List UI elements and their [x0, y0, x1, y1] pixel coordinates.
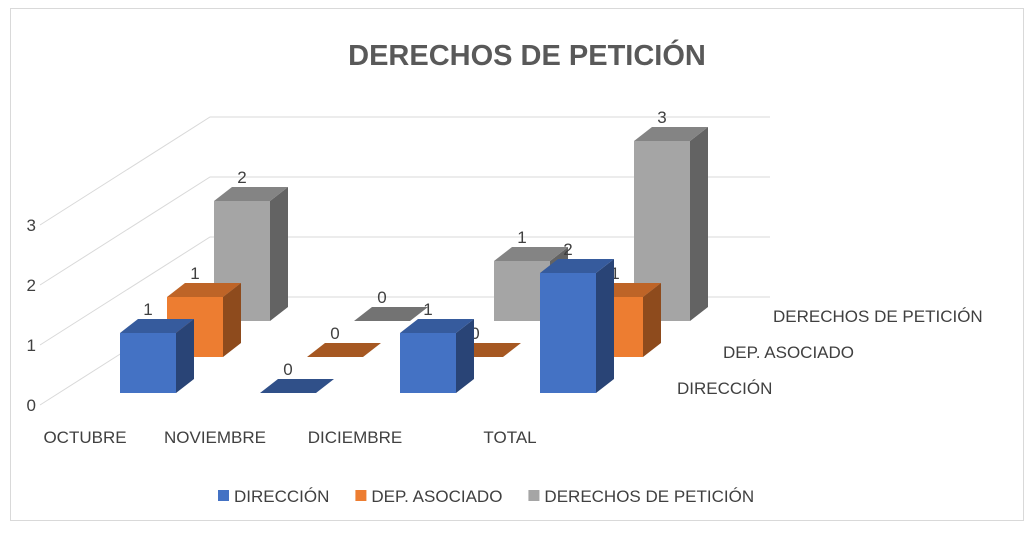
bar: [307, 343, 381, 357]
data-label: 2: [237, 168, 246, 187]
depth-label: DIRECCIÓN: [677, 379, 772, 398]
depth-label: DERECHOS DE PETICIÓN: [773, 307, 983, 326]
data-label: 0: [283, 360, 292, 379]
bar: [540, 259, 614, 393]
x-tick-label: DICIEMBRE: [308, 428, 402, 447]
legend-swatch: [355, 490, 367, 501]
bar: [400, 319, 474, 393]
data-label: 1: [423, 300, 432, 319]
bar-side: [596, 259, 614, 393]
bar-top: [120, 319, 194, 333]
bar-side: [690, 127, 708, 321]
x-tick-label: TOTAL: [483, 428, 536, 447]
legend-label: DERECHOS DE PETICIÓN: [544, 487, 754, 506]
legend-swatch: [528, 490, 540, 501]
bar-front: [120, 333, 176, 393]
bar-front: [540, 273, 596, 393]
grid-line: [39, 176, 770, 286]
y-tick-label: 0: [27, 396, 36, 415]
data-label: 2: [563, 240, 572, 259]
data-label: 0: [330, 324, 339, 343]
bar-top: [214, 187, 288, 201]
y-tick-label: 3: [27, 216, 36, 235]
data-label: 1: [143, 300, 152, 319]
data-label: 3: [657, 108, 666, 127]
y-tick-label: 1: [27, 336, 36, 355]
bar-side: [176, 319, 194, 393]
bar-side: [223, 283, 241, 357]
data-label: 0: [470, 324, 479, 343]
bar-top: [400, 319, 474, 333]
bar-top: [307, 343, 381, 357]
bar-top: [354, 307, 428, 321]
bar-top: [634, 127, 708, 141]
bar-top: [260, 379, 334, 393]
x-tick-label: OCTUBRE: [43, 428, 126, 447]
bar: [260, 379, 334, 393]
bar-top: [540, 259, 614, 273]
bar: [214, 187, 288, 321]
x-tick-label: NOVIEMBRE: [164, 428, 266, 447]
bar: [120, 319, 194, 393]
legend-label: DIRECCIÓN: [234, 487, 329, 506]
bar-side: [643, 283, 661, 357]
bar-top: [494, 247, 568, 261]
grid-line: [39, 236, 770, 346]
data-label: 0: [377, 288, 386, 307]
chart-title: DERECHOS DE PETICIÓN: [348, 38, 706, 72]
y-tick-label: 2: [27, 276, 36, 295]
data-label: 1: [610, 264, 619, 283]
bar-side: [270, 187, 288, 321]
grid-line: [39, 116, 770, 226]
bar-side: [456, 319, 474, 393]
legend-label: DEP. ASOCIADO: [371, 487, 502, 506]
legend-swatch: [218, 490, 229, 501]
bar: [354, 307, 428, 321]
data-label: 1: [517, 228, 526, 247]
bar: [634, 127, 708, 321]
depth-label: DEP. ASOCIADO: [723, 343, 854, 362]
data-label: 1: [190, 264, 199, 283]
bar-top: [167, 283, 241, 297]
bar-front: [400, 333, 456, 393]
